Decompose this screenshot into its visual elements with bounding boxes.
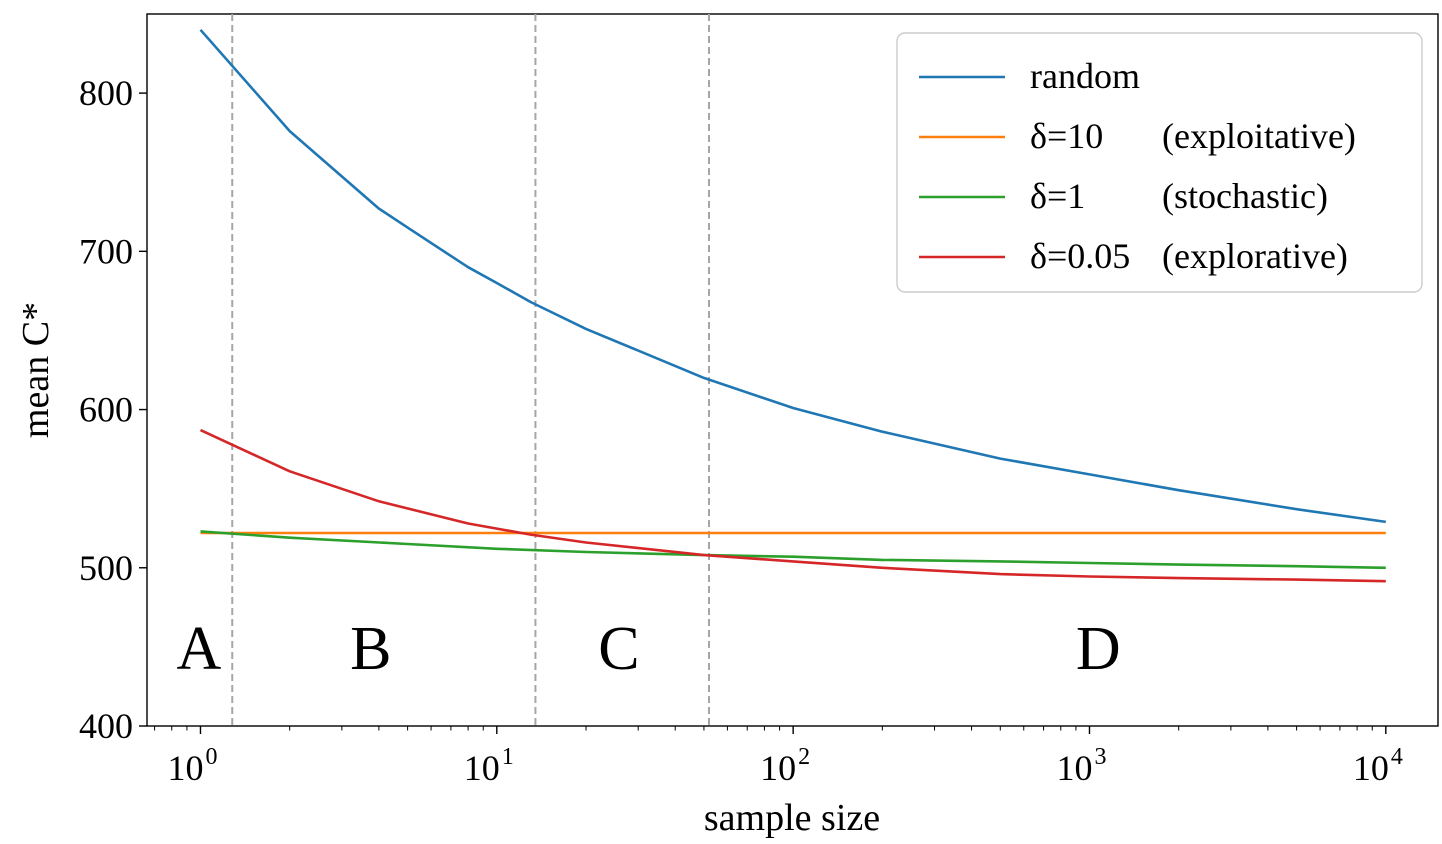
y-tick-label: 800 [79,73,133,113]
legend-label-2: δ=10 [1030,116,1103,156]
region-labels: A B C D [176,615,1120,683]
region-label-d: D [1076,615,1121,683]
legend-box [896,32,1423,293]
y-tick-label: 400 [79,706,133,746]
y-tick-label: 600 [79,390,133,430]
x-tick-label: 100 [167,744,217,788]
region-label-b: B [350,615,391,683]
legend-label-1: random [1030,56,1140,96]
region-dividers [231,14,710,726]
y-tick-label: 500 [79,548,133,588]
legend-note-3: (stochastic) [1162,176,1328,216]
legend-label-3: δ=1 [1030,176,1085,216]
x-axis-label: sample size [704,797,880,839]
axes: 400 500 600 700 800 100 101 102 103 104 [79,73,1403,788]
series-line-3 [200,530,1386,570]
series-line-1 [199,28,1386,524]
series-line-4 [199,428,1386,583]
y-tick-label: 700 [79,231,133,271]
region-label-a: A [176,615,221,683]
legend-note-2: (exploitative) [1162,116,1356,156]
x-tick-label: 102 [760,744,810,788]
legend-note-4: (explorative) [1162,236,1348,276]
region-label-c: C [598,615,639,683]
y-axis-label: mean C* [15,302,57,438]
x-tick-label: 104 [1353,744,1403,788]
x-tick-label: 103 [1056,744,1106,788]
x-tick-label: 101 [464,744,514,788]
legend: random δ=10 (exploitative) δ=1 (stochastic) δ… [896,32,1423,293]
legend-label-4: δ=0.05 [1030,236,1130,276]
series-lines [199,28,1386,583]
